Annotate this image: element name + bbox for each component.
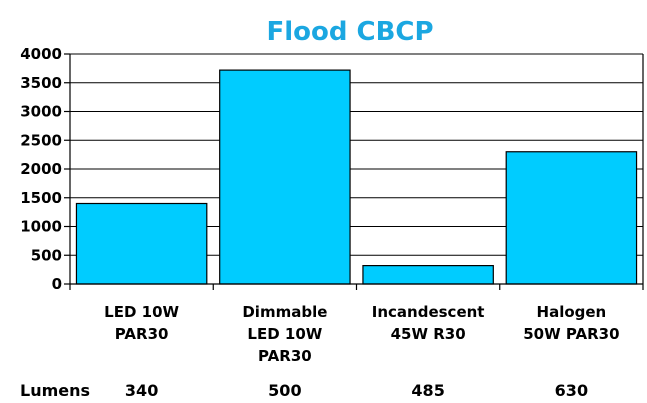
y-tick-label: 500 (31, 246, 62, 264)
x-tick-label: Halogen 50W PAR30 (523, 303, 619, 343)
lumens-value: 500 (268, 381, 301, 400)
x-tick-label: Dimmable LED 10W PAR30 (242, 303, 327, 365)
y-tick-label: 2500 (20, 131, 62, 149)
x-tick-label-line: LED 10W (104, 303, 179, 321)
x-tick-label-line: LED 10W (247, 325, 322, 343)
y-tick-label: 1500 (20, 189, 62, 207)
y-tick-label: 1000 (20, 218, 62, 236)
x-tick-labels: LED 10W PAR30 Dimmable LED 10W PAR30 Incandes… (104, 303, 619, 365)
x-tick-label-line: Incandescent (372, 303, 485, 321)
lumens-value: 340 (125, 381, 158, 400)
x-tick-label-line: Halogen (537, 303, 607, 321)
lumens-label: Lumens (20, 381, 90, 400)
x-tick-label-line: PAR30 (115, 325, 169, 343)
x-tick-label: LED 10W PAR30 (104, 303, 179, 343)
chart-title: Flood CBCP (266, 17, 433, 47)
x-tick-label-line: 45W R30 (391, 325, 466, 343)
y-tick-label: 2000 (20, 160, 62, 178)
y-tick-label: 3000 (20, 103, 62, 121)
lumens-row: Lumens 340 500 485 630 (20, 381, 588, 400)
y-tick-label: 3500 (20, 74, 62, 92)
lumens-value: 485 (411, 381, 444, 400)
x-tick-label: Incandescent 45W R30 (372, 303, 485, 343)
bar (362, 265, 494, 285)
x-tick-label-line: PAR30 (258, 347, 312, 365)
x-tick-label-line: Dimmable (242, 303, 327, 321)
y-tick-labels: 0 500 1000 1500 2000 2500 3000 3500 4000 (20, 45, 70, 293)
x-tick-label-line: 50W PAR30 (523, 325, 619, 343)
y-tick-label: 0 (52, 275, 62, 293)
bar (505, 151, 638, 285)
bar (75, 202, 208, 285)
y-tick-label: 4000 (20, 45, 62, 63)
lumens-value: 630 (555, 381, 588, 400)
bars (75, 69, 638, 285)
bar (219, 69, 351, 285)
